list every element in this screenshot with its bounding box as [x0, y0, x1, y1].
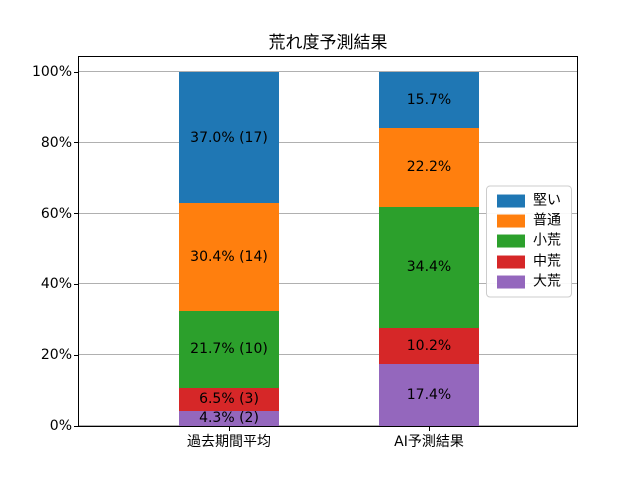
legend-label: 堅い — [533, 192, 561, 209]
legend-item: 大荒 — [497, 273, 561, 290]
bar-segment-label: 22.2% — [406, 159, 452, 176]
legend-item: 中荒 — [497, 253, 561, 270]
x-axis-tick-label: AI予測結果 — [394, 434, 464, 450]
bar-segment-label: 6.5% (3) — [199, 391, 259, 408]
bar: 17.4% 10.2% 34.4% 22.2% 15.7% — [379, 57, 479, 426]
x-axis-tick-mark — [228, 427, 230, 431]
legend-swatch — [497, 234, 525, 248]
gridline — [79, 212, 577, 214]
bar-segment: 34.4% — [379, 206, 479, 329]
y-axis-tick-mark — [74, 425, 78, 427]
bar-segment-label: 4.3% (2) — [199, 410, 259, 427]
bar-segment: 6.5% (3) — [179, 387, 279, 411]
bar-segment: 21.7% (10) — [179, 310, 279, 388]
bar-segment: 15.7% — [379, 72, 479, 128]
gridline — [79, 71, 577, 72]
legend-item: 普通 — [497, 213, 561, 228]
plot-area: 4.3% (2) 6.5% (3) 21.7% (10) 30.4% (14) 37.0… — [78, 56, 578, 427]
bar-segment-label: 34.4% — [406, 259, 452, 276]
legend-item: 小荒 — [497, 232, 561, 249]
bar-segment-label: 10.2% — [406, 338, 452, 355]
y-axis-tick-mark — [74, 283, 78, 285]
bar-segment: 4.3% (2) — [179, 410, 279, 427]
bar-segment-label: 30.4% (14) — [190, 249, 268, 266]
legend-item: 堅い — [497, 192, 561, 209]
bar-segment-label: 37.0% (17) — [190, 129, 268, 146]
y-axis-tick-mark — [74, 71, 78, 73]
legend-swatch — [497, 255, 525, 269]
y-axis-tick-label: 100% — [31, 64, 72, 80]
y-axis-tick-mark — [74, 142, 78, 144]
gridline — [79, 141, 577, 143]
y-axis-tick-label: 60% — [40, 205, 72, 222]
y-axis-tick-label: 20% — [40, 347, 72, 364]
legend-swatch — [497, 194, 525, 208]
legend-label: 大荒 — [533, 273, 561, 290]
bar-segment-label: 17.4% — [406, 387, 452, 404]
legend-swatch — [497, 214, 525, 228]
y-axis-tick-label: 40% — [40, 276, 72, 293]
bar-segment-label: 21.7% (10) — [190, 341, 268, 358]
legend-label: 中荒 — [533, 253, 561, 270]
bar-segment: 10.2% — [379, 328, 479, 365]
bar-segment-label: 15.7% — [406, 92, 452, 109]
legend-label: 普通 — [533, 212, 561, 229]
gridline — [79, 425, 577, 426]
y-axis-tick-mark — [74, 213, 78, 215]
x-axis-tick-label: 過去期間平均 — [187, 434, 271, 450]
chart-title: 荒れ度予測結果 — [268, 33, 388, 53]
legend-swatch — [497, 275, 525, 289]
gridline — [79, 283, 577, 285]
y-axis-tick-mark — [74, 354, 78, 356]
y-axis-tick-label: 0% — [49, 418, 72, 434]
x-axis-tick-mark — [428, 427, 430, 431]
bar-segment: 22.2% — [379, 127, 479, 207]
gridline — [79, 354, 577, 356]
bar: 4.3% (2) 6.5% (3) 21.7% (10) 30.4% (14) 37.0… — [179, 57, 279, 426]
legend-label: 小荒 — [533, 232, 561, 249]
bar-segment: 37.0% (17) — [179, 72, 279, 204]
bar-segment: 17.4% — [379, 364, 479, 426]
bar-segment: 30.4% (14) — [179, 203, 279, 311]
y-axis-tick-label: 80% — [40, 134, 72, 151]
legend: 堅い普通小荒中荒大荒 — [486, 185, 572, 298]
